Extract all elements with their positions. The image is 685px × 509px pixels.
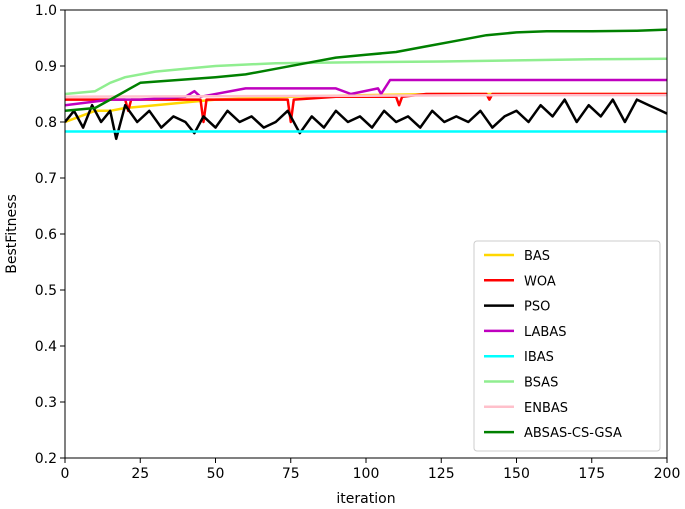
y-tick-label: 0.9 bbox=[35, 59, 57, 75]
legend-label: ENBAS bbox=[524, 401, 568, 416]
x-tick-label: 125 bbox=[428, 466, 455, 482]
x-tick-label: 175 bbox=[578, 466, 605, 482]
series-line-labas bbox=[65, 78, 667, 107]
legend-label: PSO bbox=[524, 300, 550, 315]
series-line-enbas bbox=[65, 93, 667, 99]
x-tick-label: 75 bbox=[282, 466, 300, 482]
legend-label: WOA bbox=[524, 274, 556, 289]
x-tick-label: 25 bbox=[131, 466, 149, 482]
y-tick-label: 0.7 bbox=[35, 171, 57, 187]
x-tick-label: 200 bbox=[654, 466, 681, 482]
y-tick-label: 0.8 bbox=[35, 115, 57, 131]
legend-label: BAS bbox=[524, 249, 550, 264]
legend-label: LABAS bbox=[524, 325, 567, 340]
x-tick-label: 0 bbox=[61, 466, 70, 482]
y-tick-label: 0.4 bbox=[35, 339, 57, 355]
legend-label: BSAS bbox=[524, 376, 558, 391]
legend-box bbox=[473, 240, 661, 452]
series-line-absas-cs-gsa bbox=[65, 28, 667, 113]
plot-area bbox=[65, 28, 667, 141]
y-tick-label: 1.0 bbox=[35, 3, 57, 19]
y-axis-label: BestFitness bbox=[4, 194, 20, 274]
y-tick-label: 0.2 bbox=[35, 451, 57, 467]
series-line-pso bbox=[65, 98, 667, 141]
legend-label: ABSAS-CS-GSA bbox=[524, 426, 622, 441]
series-line-bsas bbox=[65, 57, 667, 96]
x-tick-label: 100 bbox=[353, 466, 380, 482]
x-tick-label: 50 bbox=[207, 466, 225, 482]
x-axis-label: iteration bbox=[336, 491, 395, 507]
x-tick-label: 150 bbox=[503, 466, 530, 482]
y-tick-label: 0.5 bbox=[35, 283, 57, 299]
y-tick-label: 0.6 bbox=[35, 227, 57, 243]
series-line-woa bbox=[65, 92, 667, 124]
axes: 0 25 50 75 100 125 150 175 200 0.2 0.3 0.4 0.5 0.6 0.7… bbox=[35, 3, 681, 482]
y-tick-label: 0.3 bbox=[35, 395, 57, 411]
legend-label: IBAS bbox=[524, 350, 554, 365]
legend: BAS WOA PSO LABAS IBAS BSAS ENBAS ABSAS-CS-GSA bbox=[473, 240, 661, 452]
